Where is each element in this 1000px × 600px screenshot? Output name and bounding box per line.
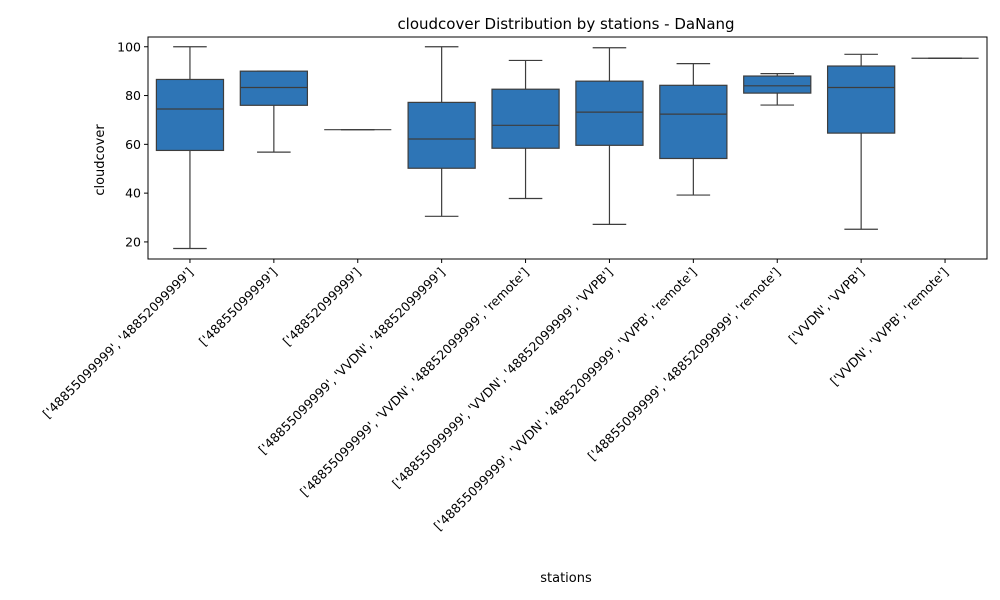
x-tick-label: ['48855099999', 'VVDN', '48852099999'] bbox=[255, 265, 448, 458]
x-axis-label: stations bbox=[540, 571, 592, 586]
chart-title: cloudcover Distribution by stations - Da… bbox=[397, 15, 734, 33]
x-tick-label: ['48855099999', '48852099999'] bbox=[40, 265, 197, 422]
y-tick-label: 100 bbox=[117, 39, 141, 54]
x-tick-label: ['48855099999', '48852099999', 'remote'] bbox=[585, 265, 784, 464]
x-tick-label: ['VVDN', 'VVPB'] bbox=[785, 265, 867, 347]
iqr-box bbox=[575, 80, 644, 146]
box-7 bbox=[659, 62, 728, 196]
y-axis: 20 40 60 80 100 bbox=[117, 39, 148, 249]
y-axis-label: cloudcover bbox=[93, 124, 108, 196]
plot-area bbox=[147, 36, 988, 260]
box-4 bbox=[407, 46, 476, 217]
box-1 bbox=[155, 46, 225, 250]
y-tick-label: 20 bbox=[125, 234, 141, 249]
box-9 bbox=[826, 53, 896, 230]
iqr-box bbox=[155, 78, 225, 152]
iqr-box bbox=[239, 70, 309, 106]
box-2 bbox=[239, 70, 309, 153]
iqr-box bbox=[659, 84, 728, 160]
box-6 bbox=[575, 47, 644, 225]
x-tick-label: ['48852099999'] bbox=[280, 265, 364, 349]
plot-frame bbox=[147, 36, 988, 260]
y-tick-label: 40 bbox=[125, 186, 141, 201]
iqr-box bbox=[826, 65, 896, 134]
iqr-box bbox=[407, 101, 476, 169]
box-8 bbox=[743, 72, 812, 106]
iqr-box bbox=[743, 75, 812, 94]
y-tick-label: 80 bbox=[125, 88, 141, 103]
x-tick-label: ['48855099999'] bbox=[196, 265, 280, 349]
y-tick-label: 60 bbox=[125, 137, 141, 152]
box-5 bbox=[491, 59, 560, 200]
iqr-box bbox=[491, 88, 560, 149]
x-axis: ['48855099999', '48852099999'] ['48855099… bbox=[40, 259, 951, 533]
